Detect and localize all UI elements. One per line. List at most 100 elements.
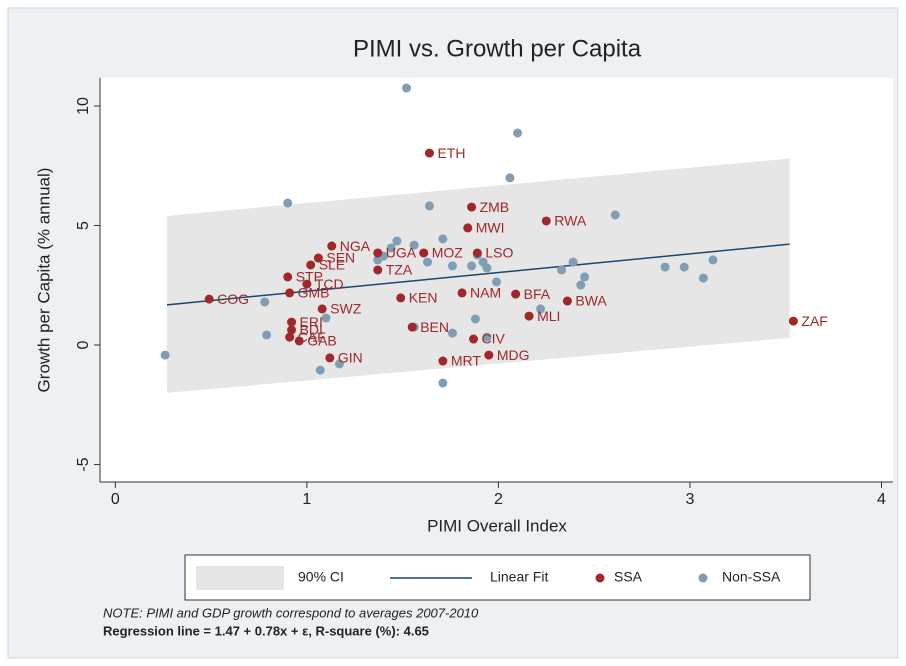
point [447, 261, 457, 271]
point-label: CIV [482, 331, 506, 347]
point [302, 279, 312, 289]
point [321, 313, 331, 323]
point [424, 148, 434, 158]
point-label: GAB [307, 333, 337, 349]
point [386, 243, 396, 253]
point-label: ZAF [801, 313, 827, 329]
point [285, 288, 295, 298]
point-label: TZA [386, 262, 413, 278]
y-tick-label: 0 [75, 340, 92, 349]
point [788, 316, 798, 326]
legend-swatch [196, 566, 284, 590]
point [482, 332, 492, 342]
point-label: KEN [409, 290, 438, 306]
point-label: BEN [420, 319, 449, 335]
point [511, 289, 521, 299]
x-tick-label: 0 [111, 491, 120, 508]
point [513, 128, 523, 138]
point [160, 350, 170, 360]
point [679, 262, 689, 272]
point-label: BWA [575, 293, 607, 309]
point [327, 241, 337, 251]
point-label: MLI [537, 308, 560, 324]
point-label: COG [217, 291, 249, 307]
point [294, 336, 304, 346]
point [698, 273, 708, 283]
point-label: MOZ [432, 245, 464, 261]
caption: Regression line = 1.47 + 0.78x + ε, R-sq… [103, 623, 429, 638]
point-label: BFA [524, 286, 551, 302]
y-tick-label: 5 [75, 221, 92, 230]
point [482, 263, 492, 273]
point [262, 330, 272, 340]
legend-items: 90% CI Linear Fit SSA Non-SSA [196, 566, 781, 590]
point-label: LSO [485, 245, 513, 261]
note: NOTE: PIMI and GDP growth correspond to … [103, 605, 479, 620]
point [373, 265, 383, 275]
point [283, 272, 293, 282]
point [470, 314, 480, 324]
point-label: SWZ [330, 301, 362, 317]
point [463, 223, 473, 233]
legend-label: 90% CI [298, 569, 344, 585]
point-label: RWA [554, 213, 587, 229]
point [392, 236, 402, 246]
point [325, 353, 335, 363]
fit-line [166, 243, 790, 306]
point [536, 304, 546, 314]
point [580, 272, 590, 282]
point-label: NGA [340, 238, 371, 254]
point-label: TCD [315, 276, 344, 292]
point [287, 317, 297, 327]
point [407, 322, 417, 332]
legend-label: Non-SSA [722, 569, 781, 585]
point [373, 248, 383, 258]
point-label: BDI [300, 322, 323, 338]
point-label: ERI [300, 314, 323, 330]
x-tick-label: 4 [877, 491, 886, 508]
legend-swatch [698, 573, 708, 583]
x-tick-label: 2 [494, 491, 503, 508]
point [424, 201, 434, 211]
point [524, 311, 534, 321]
point-label: ZMB [480, 199, 510, 215]
point-label: SEN [326, 250, 355, 266]
point [457, 288, 467, 298]
point [283, 198, 293, 208]
point [467, 202, 477, 212]
y-tick-label: 10 [75, 97, 92, 115]
ci-band [167, 158, 790, 393]
point [423, 257, 433, 267]
point [557, 265, 567, 275]
legend-label: SSA [614, 569, 643, 585]
point [419, 248, 429, 258]
point [541, 216, 551, 226]
point-label: STP [296, 269, 323, 285]
point [505, 173, 515, 183]
point-label: SLE [319, 257, 345, 273]
point [396, 293, 406, 303]
y-axis-title: Growth per Capita (% annual) [34, 168, 53, 393]
x-tick-label: 1 [302, 491, 311, 508]
point [438, 378, 448, 388]
x-axis-title: PIMI Overall Index [427, 516, 567, 535]
point [562, 296, 572, 306]
point [334, 359, 344, 369]
point [469, 334, 479, 344]
legend-label: Linear Fit [490, 569, 548, 585]
point [315, 365, 325, 375]
point [409, 240, 419, 250]
point [306, 260, 316, 270]
point [287, 325, 297, 335]
point-label: MWI [476, 220, 505, 236]
point [317, 304, 327, 314]
point [568, 257, 578, 267]
point [484, 350, 494, 360]
point-label: GIN [338, 350, 363, 366]
point [708, 255, 718, 265]
legend-swatch [595, 573, 605, 583]
point-label: UGA [386, 245, 417, 261]
